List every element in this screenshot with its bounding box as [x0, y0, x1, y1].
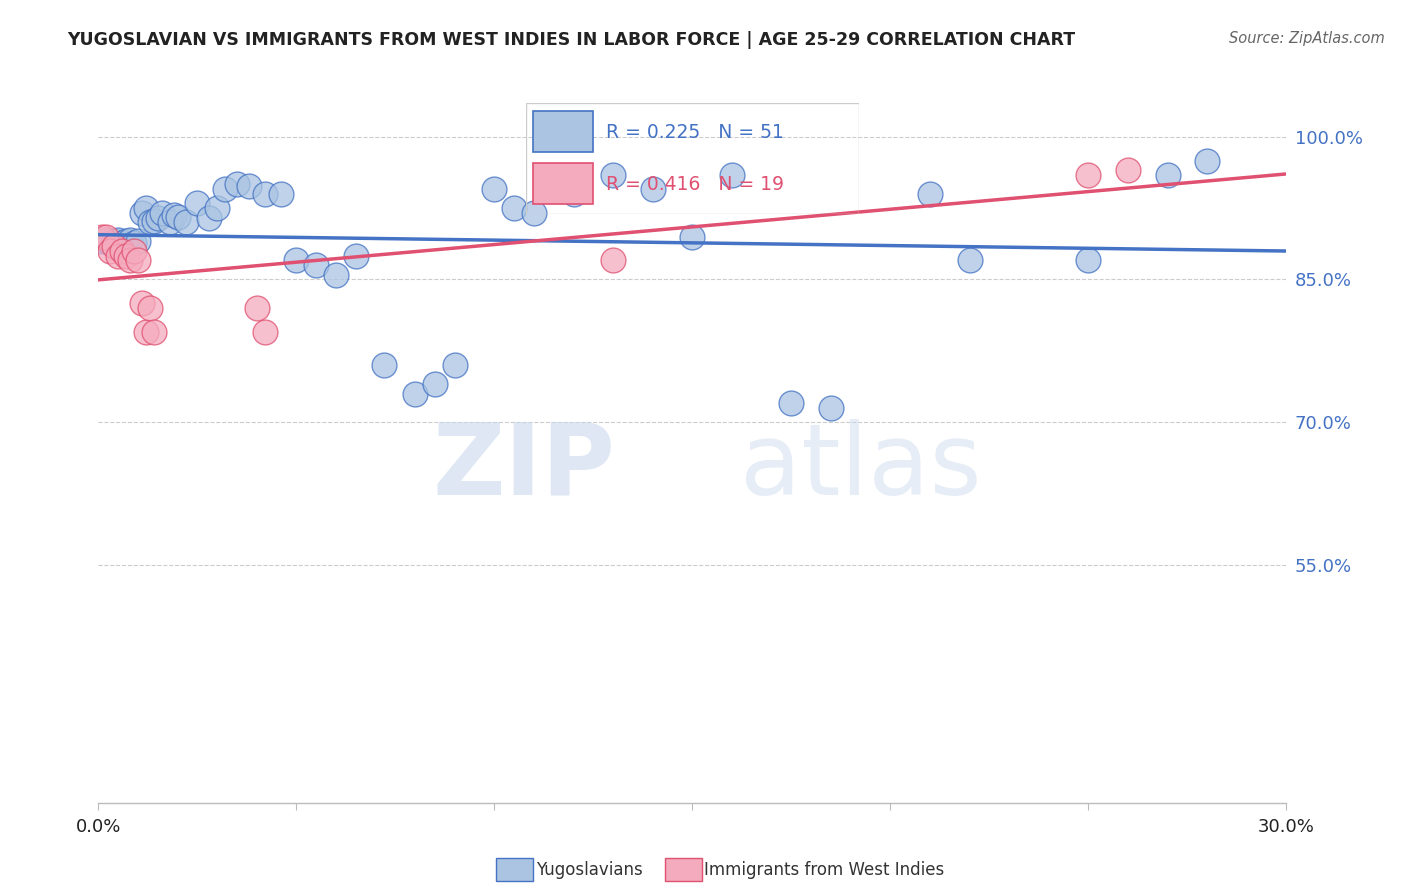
Point [562, 186, 585, 201]
Point [107, 234, 129, 248]
Point [98, 244, 121, 258]
Point [166, 210, 188, 224]
Point [602, 253, 624, 268]
Text: Source: ZipAtlas.com: Source: ZipAtlas.com [1229, 31, 1385, 46]
Point [96, 233, 118, 247]
Point [174, 215, 197, 229]
Point [96, 229, 118, 244]
Point [107, 249, 129, 263]
Point [325, 268, 347, 282]
Text: atlas: atlas [740, 419, 981, 516]
Text: Yugoslavians: Yugoslavians [536, 861, 643, 879]
Point [602, 168, 624, 182]
Point [253, 325, 276, 339]
Point [246, 301, 269, 315]
Point [423, 377, 446, 392]
Point [1077, 168, 1099, 182]
Point [163, 208, 186, 222]
Point [186, 196, 208, 211]
Point [120, 233, 142, 247]
Point [285, 253, 308, 268]
Point [523, 206, 546, 220]
Point [1156, 168, 1178, 182]
Point [115, 249, 138, 263]
Point [253, 186, 276, 201]
Point [305, 258, 328, 272]
Point [131, 206, 153, 220]
Point [780, 396, 803, 410]
Point [122, 244, 145, 258]
Point [159, 215, 181, 229]
Point [226, 178, 249, 192]
Point [142, 325, 165, 339]
Point [103, 235, 125, 249]
Point [959, 253, 981, 268]
Point [91, 235, 114, 249]
Point [146, 211, 169, 225]
Point [122, 236, 145, 251]
Text: YUGOSLAVIAN VS IMMIGRANTS FROM WEST INDIES IN LABOR FORCE | AGE 25-29 CORRELATIO: YUGOSLAVIAN VS IMMIGRANTS FROM WEST INDI… [67, 31, 1076, 49]
Point [1077, 253, 1099, 268]
Point [198, 211, 221, 225]
Text: Immigrants from West Indies: Immigrants from West Indies [704, 861, 945, 879]
Point [127, 235, 149, 249]
Point [120, 253, 142, 268]
Point [721, 168, 744, 182]
Point [111, 244, 134, 258]
Point [207, 201, 229, 215]
Point [641, 182, 664, 196]
Point [682, 229, 704, 244]
Point [103, 239, 125, 253]
Point [131, 296, 153, 310]
Point [344, 249, 367, 263]
Point [404, 386, 426, 401]
Point [444, 358, 467, 372]
Point [820, 401, 842, 415]
Point [373, 358, 395, 372]
Point [214, 182, 236, 196]
Point [1197, 153, 1219, 168]
Point [139, 301, 162, 315]
Point [1116, 163, 1139, 178]
Point [142, 213, 165, 227]
Point [503, 201, 526, 215]
Point [150, 206, 173, 220]
Point [135, 325, 157, 339]
Point [135, 201, 157, 215]
Point [111, 236, 134, 251]
Point [139, 215, 162, 229]
Point [270, 186, 292, 201]
Point [115, 235, 138, 249]
Point [238, 179, 260, 194]
Point [920, 186, 942, 201]
Point [98, 236, 121, 251]
Point [91, 229, 114, 244]
Point [127, 253, 149, 268]
Text: ZIP: ZIP [433, 419, 616, 516]
Point [484, 182, 506, 196]
